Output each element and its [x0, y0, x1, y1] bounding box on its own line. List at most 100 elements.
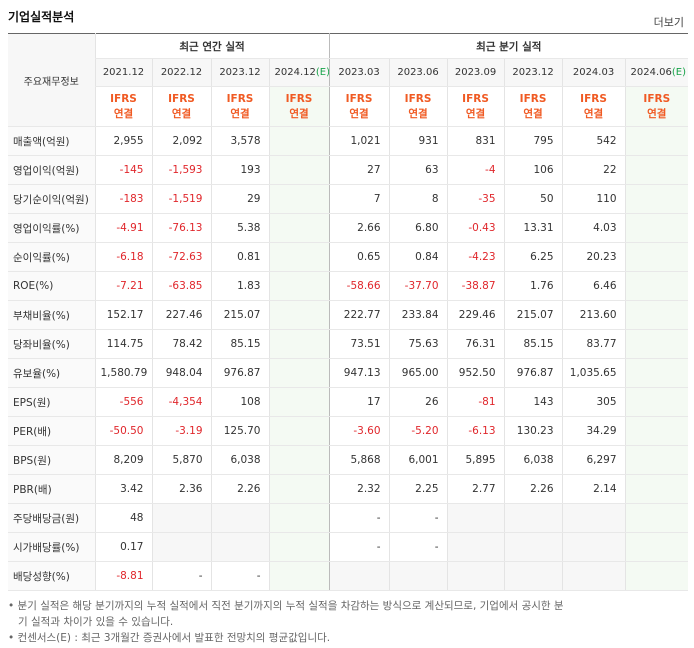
- data-row: 매출액(억원) 2,955 2,092 3,578 1,021 931 831 795 542: [8, 126, 689, 156]
- data-cell: [624, 126, 689, 156]
- data-cell: [503, 503, 563, 533]
- data-cell: -4,354: [151, 387, 211, 417]
- data-cell: [268, 561, 330, 591]
- data-cell: [624, 184, 689, 214]
- row-label: 유보율(%): [8, 358, 95, 388]
- data-row: 당기순이익(억원) -183 -1,519 29 7 8 -35 50 110: [8, 184, 689, 214]
- data-cell: [503, 561, 563, 591]
- data-row: ROE(%) -7.21 -63.85 1.83 -58.66 -37.70 -38.87 1…: [8, 271, 689, 301]
- data-row: 당좌비율(%) 114.75 78.42 85.15 73.51 75.63 76.31 85…: [8, 329, 689, 359]
- data-cell: [151, 532, 211, 562]
- notes: • 분기 실적은 해당 분기까지의 누적 실적에서 직전 분기까지의 누적 실적…: [8, 598, 568, 646]
- data-cell: 110: [561, 184, 626, 214]
- data-cell: [388, 561, 448, 591]
- standard-text: IFRS: [226, 92, 254, 105]
- period-header: 2024.12(E): [268, 58, 330, 87]
- data-cell: [210, 532, 269, 562]
- standard-text: IFRS: [404, 92, 432, 105]
- standard-header: IFRS 연결: [561, 86, 626, 127]
- data-cell: 2.25: [388, 474, 448, 504]
- data-cell: -37.70: [388, 271, 448, 301]
- data-cell: [268, 416, 330, 446]
- data-cell: 1,035.65: [561, 358, 626, 388]
- period-date: 2023.03: [338, 67, 380, 78]
- data-cell: 22: [561, 155, 626, 185]
- data-cell: 8: [388, 184, 448, 214]
- standard-text: IFRS: [462, 92, 489, 105]
- standard-header: IFRS 연결: [328, 86, 390, 127]
- row-label: 당기순이익(억원): [8, 184, 95, 214]
- data-cell: [268, 300, 330, 330]
- data-row: 시가배당률(%) 0.17 - -: [8, 532, 689, 562]
- data-cell: -556: [94, 387, 152, 417]
- data-cell: -: [328, 503, 390, 533]
- data-cell: -5.20: [388, 416, 448, 446]
- estimate-mark: (E): [315, 67, 330, 78]
- note-text: 컨센서스(E) : 최근 3개월간 증권사에서 발표한 전망치의 평균값입니다.: [17, 632, 331, 644]
- data-cell: [446, 532, 505, 562]
- data-cell: [268, 474, 330, 504]
- data-row: EPS(원) -556 -4,354 108 17 26 -81 143 305: [8, 387, 689, 417]
- more-link[interactable]: 더보기: [653, 16, 684, 29]
- note-text: 분기 실적은 해당 분기까지의 누적 실적에서 직전 분기까지의 누적 실적을 …: [17, 600, 564, 628]
- data-cell: [624, 474, 689, 504]
- period-date: 2023.06: [397, 67, 439, 78]
- data-cell: 125.70: [210, 416, 269, 446]
- data-cell: 2.26: [503, 474, 563, 504]
- data-cell: 6,038: [210, 445, 269, 475]
- data-row: 부채비율(%) 152.17 227.46 215.07 222.77 233.84 229…: [8, 300, 689, 330]
- standard-text: 연결: [349, 107, 369, 120]
- period-date: 2024.12: [274, 67, 316, 78]
- data-cell: 27: [328, 155, 390, 185]
- data-cell: -: [210, 561, 269, 591]
- group-header: 최근 연간 실적: [94, 33, 330, 59]
- data-cell: [503, 532, 563, 562]
- data-cell: [446, 503, 505, 533]
- data-cell: 1,021: [328, 126, 390, 156]
- data-cell: -7.21: [94, 271, 152, 301]
- data-cell: [268, 532, 330, 562]
- standard-text: 연결: [113, 107, 134, 120]
- data-cell: 0.65: [328, 242, 390, 272]
- row-label: 당좌비율(%): [8, 329, 95, 359]
- data-cell: -183: [94, 184, 152, 214]
- data-cell: 5,870: [151, 445, 211, 475]
- data-cell: 78.42: [151, 329, 211, 359]
- data-cell: [624, 387, 689, 417]
- data-cell: 227.46: [151, 300, 211, 330]
- data-cell: [624, 329, 689, 359]
- data-row: BPS(원) 8,209 5,870 6,038 5,868 6,001 5,895 6,03…: [8, 445, 689, 475]
- data-cell: 5,868: [328, 445, 390, 475]
- data-cell: 6,038: [503, 445, 563, 475]
- period-date: 2023.09: [454, 67, 497, 78]
- data-cell: [328, 561, 390, 591]
- data-cell: 106: [503, 155, 563, 185]
- data-cell: -0.43: [446, 213, 505, 243]
- data-cell: -58.66: [328, 271, 390, 301]
- data-cell: [561, 503, 626, 533]
- data-cell: 2.26: [210, 474, 269, 504]
- period-header: 2022.12: [151, 58, 211, 87]
- data-cell: 213.60: [561, 300, 626, 330]
- data-cell: 5.38: [210, 213, 269, 243]
- period-header: 2024.06(E): [624, 58, 689, 87]
- standard-text: 연결: [408, 107, 428, 120]
- data-cell: 831: [446, 126, 505, 156]
- data-cell: 83.77: [561, 329, 626, 359]
- data-cell: -72.63: [151, 242, 211, 272]
- data-cell: [624, 271, 689, 301]
- standard-text: 연결: [583, 107, 604, 120]
- data-cell: 229.46: [446, 300, 505, 330]
- data-cell: 931: [388, 126, 448, 156]
- data-cell: 305: [561, 387, 626, 417]
- data-cell: 233.84: [388, 300, 448, 330]
- row-label: 영업이익(억원): [8, 155, 95, 185]
- note: • 컨센서스(E) : 최근 3개월간 증권사에서 발표한 전망치의 평균값입니…: [8, 632, 331, 644]
- data-cell: 6,297: [561, 445, 626, 475]
- data-cell: [268, 445, 330, 475]
- period-date: 2023.12: [512, 67, 554, 78]
- standard-header: IFRS 연결: [624, 86, 689, 127]
- standard-text: IFRS: [519, 92, 547, 105]
- data-cell: 976.87: [210, 358, 269, 388]
- data-cell: [268, 329, 330, 359]
